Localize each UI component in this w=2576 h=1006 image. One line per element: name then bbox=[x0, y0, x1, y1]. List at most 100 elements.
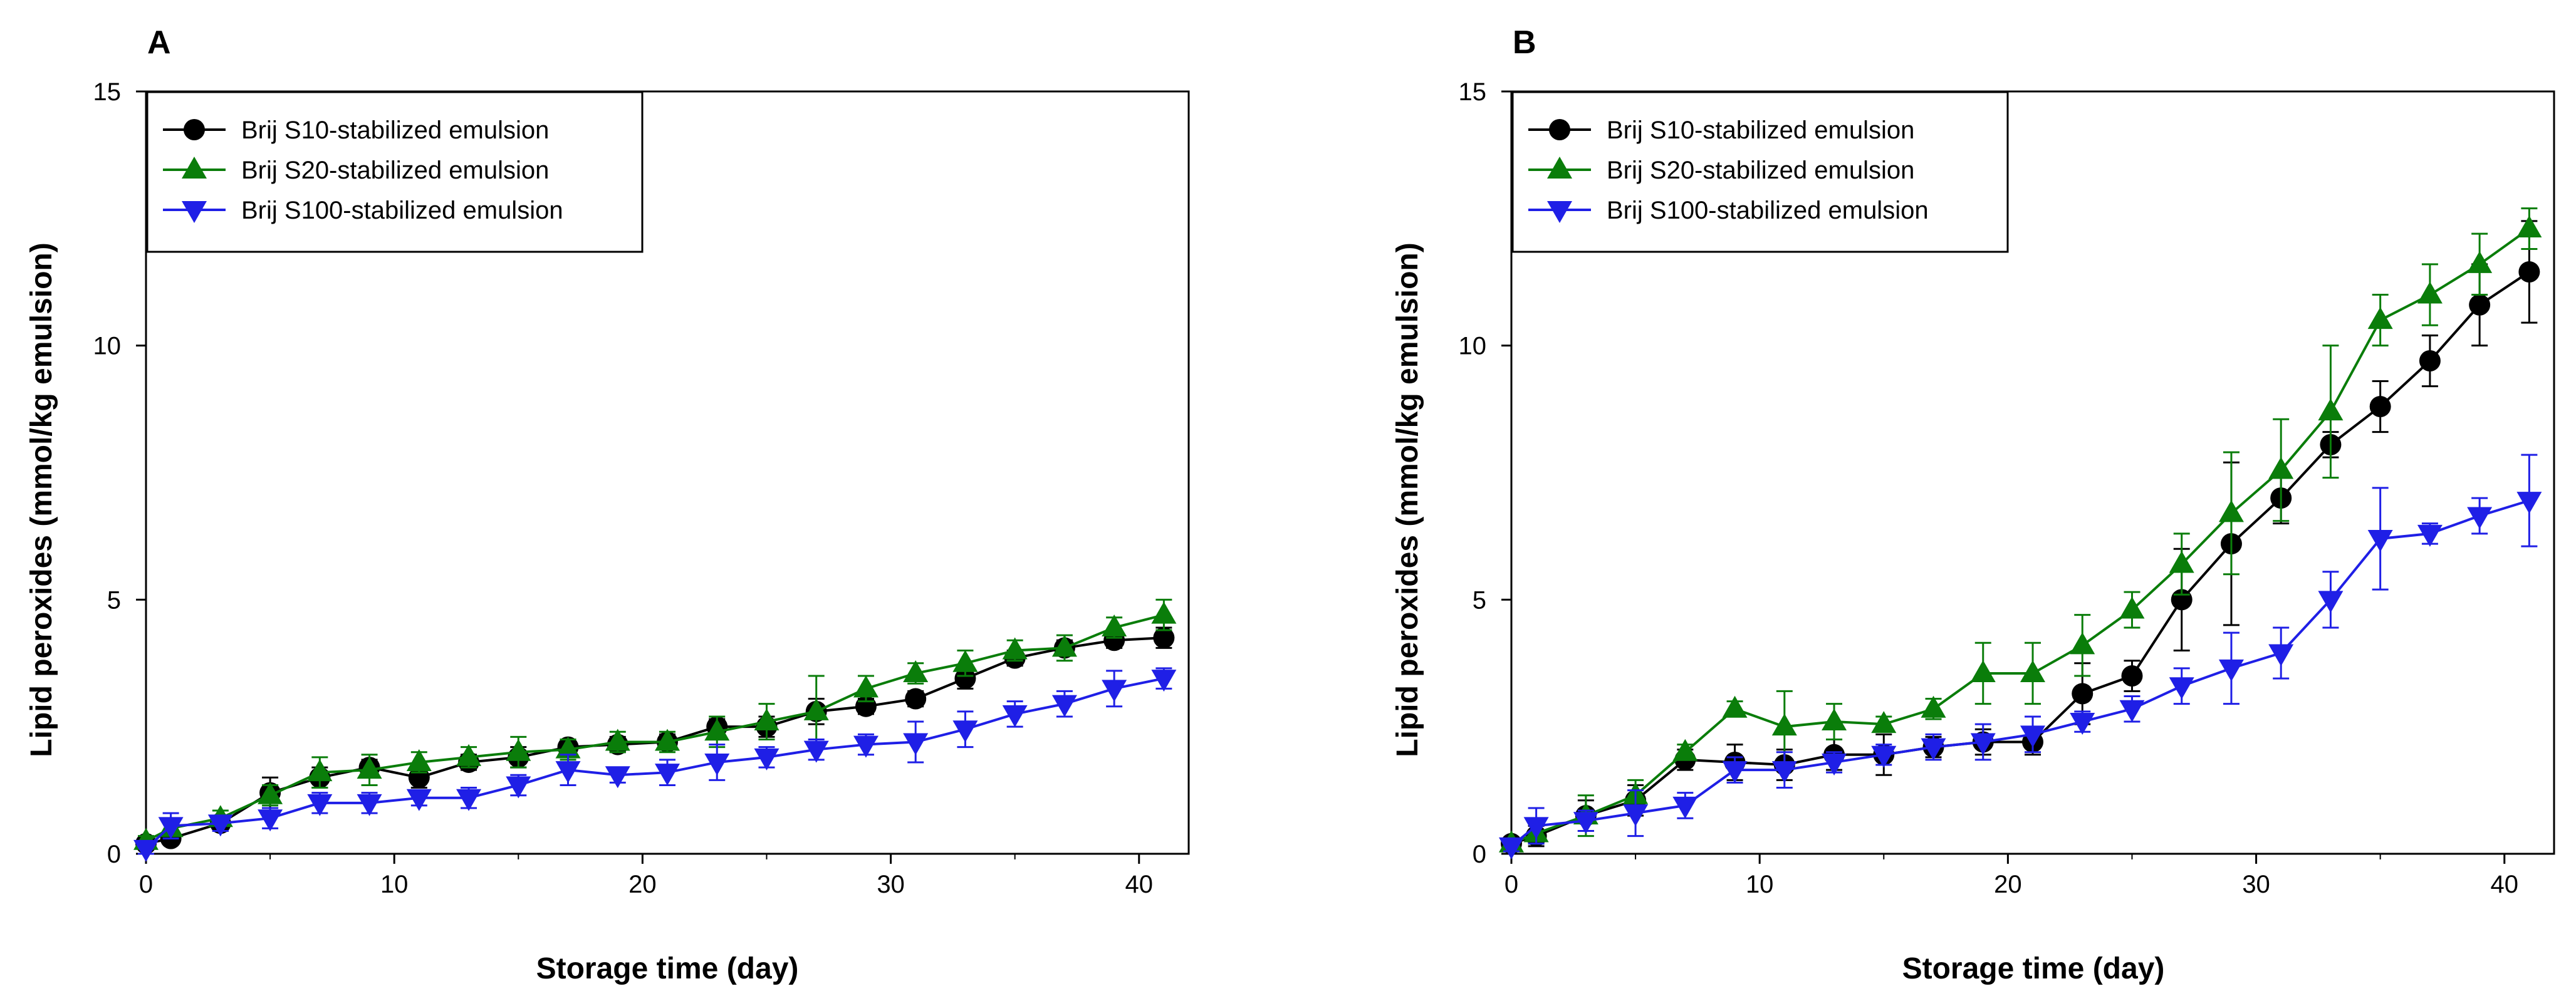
panel-a-y-tick-label: 10 bbox=[93, 333, 122, 360]
panel-b-x-tick-label: 10 bbox=[1746, 871, 1774, 898]
panel-a-data-point bbox=[853, 675, 879, 698]
panel-a-legend-marker bbox=[182, 157, 207, 179]
panel-a-x-tick-label: 40 bbox=[1125, 871, 1154, 898]
panel-b-y-tick-label: 15 bbox=[1459, 78, 1487, 106]
panel-b-data-point bbox=[2072, 683, 2094, 705]
panel-a-legend-label: Brij S20-stabilized emulsion bbox=[241, 157, 549, 184]
panel-a-data-point bbox=[1102, 614, 1127, 636]
panel-b-data-point bbox=[2369, 396, 2391, 418]
panel-a-data-point bbox=[605, 729, 630, 751]
panel-a-data-point bbox=[655, 729, 680, 751]
panel-a-legend-label: Brij S10-stabilized emulsion bbox=[241, 117, 549, 144]
panel-a-y-tick-label: 15 bbox=[93, 78, 122, 106]
panel-a: A Lipid peroxides (mmol/kg emulsion) Sto… bbox=[25, 24, 1190, 985]
panel-a-plot-frame bbox=[145, 90, 1190, 855]
panel-b-x-tick-label: 20 bbox=[1994, 871, 2022, 898]
panel-b-data-point bbox=[1970, 733, 1996, 755]
panel-a-data-point bbox=[258, 809, 283, 832]
panel-b-data-point bbox=[1771, 761, 1797, 784]
panel-b-data-point bbox=[2516, 492, 2542, 514]
panel-a-data-point bbox=[952, 720, 978, 743]
panel-a-data-point bbox=[258, 782, 283, 804]
panel-a-y-tick-label: 0 bbox=[107, 841, 121, 868]
panel-b-data-point bbox=[2218, 500, 2244, 522]
panel-b-data-point bbox=[1771, 713, 1797, 736]
panel-b-data-point bbox=[2318, 398, 2344, 421]
panel-a-x-tick-label: 0 bbox=[139, 871, 153, 898]
panel-b-data-point bbox=[2020, 660, 2045, 682]
panel-b-x-axis-label: Storage time (day) bbox=[1902, 952, 2165, 985]
panel-b-series-line bbox=[1511, 227, 2530, 845]
panel-a-data-point bbox=[954, 668, 976, 690]
panel-b-series-3 bbox=[1499, 454, 2542, 859]
panel-b-data-point bbox=[1722, 761, 1748, 784]
panel-a-data-point bbox=[903, 660, 929, 682]
panel-b-data-point bbox=[1722, 695, 1748, 718]
panel-b-data-point bbox=[2119, 596, 2145, 619]
panel-a-series-line bbox=[145, 613, 1164, 843]
panel-a-data-point bbox=[1102, 680, 1127, 702]
panel-b-data-point bbox=[2417, 281, 2443, 304]
panel-b-data-point bbox=[2318, 591, 2344, 613]
panel-b-legend bbox=[1511, 91, 2009, 253]
panel-b-data-point bbox=[1672, 796, 1698, 819]
panel-b-data-point bbox=[2020, 725, 2045, 748]
panel-a-data-point bbox=[555, 736, 581, 759]
panel-b-legend-label: Brij S20-stabilized emulsion bbox=[1607, 157, 1914, 184]
panel-b-data-point bbox=[1672, 739, 1698, 761]
panel-a-data-point bbox=[903, 733, 929, 755]
panel-b-y-tick-label: 10 bbox=[1459, 333, 1487, 360]
panel-a-data-point bbox=[307, 794, 333, 816]
panel-a-data-point bbox=[506, 776, 531, 799]
panel-b-data-point bbox=[2417, 524, 2443, 547]
panel-a-data-point bbox=[952, 650, 978, 672]
panel-a-data-point bbox=[406, 749, 432, 771]
panel-a-data-point bbox=[754, 748, 780, 770]
panel-b-data-point bbox=[1573, 812, 1598, 834]
panel-a-data-point bbox=[1151, 601, 1177, 624]
panel-b-legend-marker bbox=[1549, 119, 1570, 140]
panel-b-x-tick-label: 40 bbox=[2491, 871, 2519, 898]
panel-a-data-point bbox=[704, 753, 730, 775]
panel-a-data-point bbox=[605, 766, 630, 789]
panel-b-data-point bbox=[1970, 660, 1996, 682]
panel-a-data-point bbox=[357, 757, 382, 779]
panel-b-data-point bbox=[2169, 551, 2194, 573]
panel-b-data-point bbox=[1822, 708, 1847, 731]
panel-a-data-point bbox=[1153, 627, 1175, 649]
panel-b-data-point bbox=[2516, 215, 2542, 238]
panel-a-data-point bbox=[207, 814, 233, 837]
panel-b-series-line bbox=[1510, 499, 2530, 848]
panel-b-x-tick-label: 30 bbox=[2242, 871, 2270, 898]
panel-b-data-point bbox=[2469, 294, 2491, 316]
panel-a-x-tick-label: 30 bbox=[877, 871, 905, 898]
panel-b-data-point bbox=[2070, 713, 2095, 735]
panel-b-data-point bbox=[2518, 261, 2540, 283]
panel-b-data-point bbox=[2121, 665, 2143, 687]
panel-a-data-point bbox=[555, 761, 581, 784]
panel-b-data-point bbox=[2268, 644, 2294, 666]
panel-a-data-point bbox=[905, 688, 927, 710]
panel-b-x-tick-label: 0 bbox=[1504, 871, 1518, 898]
panel-a-data-point bbox=[307, 759, 333, 782]
panel-a-series-line bbox=[145, 677, 1164, 850]
panel-b-data-point bbox=[1822, 753, 1847, 775]
panel-a-legend-label: Brij S100-stabilized emulsion bbox=[241, 197, 563, 224]
panel-a-legend-marker bbox=[182, 201, 207, 223]
panel-b-data-point bbox=[2169, 677, 2194, 700]
panel-a-data-point bbox=[754, 708, 780, 731]
panel-a-data-point bbox=[158, 817, 184, 839]
panel-b-data-point bbox=[1871, 745, 1897, 768]
panel-b-y-axis-label: Lipid peroxides (mmol/kg emulsion) bbox=[1391, 242, 1424, 757]
panel-b-plot-frame bbox=[1510, 90, 2555, 855]
panel-a-data-point bbox=[406, 789, 432, 811]
panel-a-x-axis-label: Storage time (day) bbox=[536, 952, 799, 985]
panel-a-legend bbox=[146, 91, 644, 253]
panel-a-data-point bbox=[1051, 635, 1077, 657]
panel-b-series-line bbox=[1511, 271, 2530, 845]
panel-b-data-point bbox=[2268, 457, 2294, 479]
panel-a-data-point bbox=[853, 735, 879, 758]
panel-a-data-point bbox=[655, 764, 680, 786]
panel-b-data-point bbox=[2467, 251, 2493, 273]
